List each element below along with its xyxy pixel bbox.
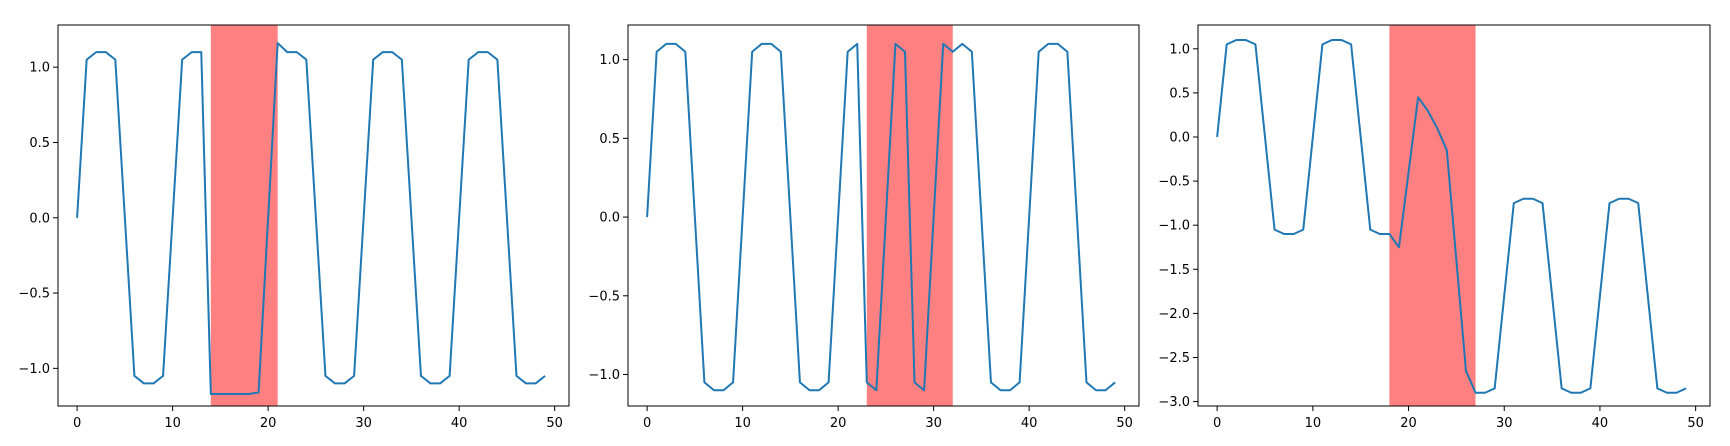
y-tick-label: 1.0 [1169, 42, 1190, 57]
y-tick-label: 0.0 [1169, 131, 1190, 146]
axes-frame [627, 24, 1140, 407]
highlight-region [210, 25, 278, 406]
y-tick-label: −0.5 [588, 289, 620, 304]
y-tick-label: 0.0 [599, 211, 620, 226]
x-tick-label: 40 [1021, 416, 1038, 431]
axes-frame [1197, 24, 1711, 407]
y-tick-label: −0.5 [18, 287, 50, 302]
y-tick-label: −1.0 [1158, 219, 1190, 234]
x-tick-label: 0 [1213, 416, 1221, 431]
x-tick-label: 40 [1592, 416, 1609, 431]
y-tick-label: 0.5 [599, 132, 620, 147]
y-tick-label: −1.0 [588, 368, 620, 383]
x-tick-label: 30 [925, 416, 942, 431]
y-tick-label: 0.5 [29, 136, 50, 151]
y-tick-label: −2.0 [1158, 307, 1190, 322]
series-line-1 [646, 42, 1116, 392]
x-tick-label: 10 [1305, 416, 1322, 431]
y-tick-label: 1.0 [29, 61, 50, 76]
y-tick-label: −0.5 [1158, 175, 1190, 190]
y-tick-label: −1.0 [18, 362, 50, 377]
x-tick-label: 50 [1687, 416, 1704, 431]
x-tick-label: 30 [1496, 416, 1513, 431]
chart-panel-3: 0 10 20 30 40 50 −3.0 −2.5 −2.0 −1.5 −1.0 −0.5 0.0 0.… [1158, 24, 1711, 431]
y-tick-label: −1.5 [1158, 263, 1190, 278]
x-tick-label: 20 [1400, 416, 1417, 431]
x-tick-label: 50 [1116, 416, 1133, 431]
y-tick-label: 0.5 [1169, 86, 1190, 101]
x-tick-label: 20 [260, 416, 277, 431]
x-tick-label: 20 [830, 416, 847, 431]
x-tick-label: 40 [451, 416, 468, 431]
chart-panel-1: 0 10 20 30 40 50 −1.0 −0.5 0.0 0.5 1.0 [18, 24, 570, 431]
series-line-1 [1216, 38, 1687, 394]
series-line-1 [76, 42, 546, 395]
y-tick-label: 0.0 [29, 211, 50, 226]
x-tick-label: 0 [643, 416, 651, 431]
x-tick-label: 10 [734, 416, 751, 431]
chart-panel-2: 0 10 20 30 40 50 −1.0 −0.5 0.0 0.5 1.0 [588, 24, 1140, 431]
x-tick-label: 30 [355, 416, 372, 431]
y-tick-label: 1.0 [599, 53, 620, 68]
x-tick-label: 10 [164, 416, 181, 431]
y-tick-label: −3.0 [1158, 395, 1190, 410]
x-tick-label: 0 [73, 416, 81, 431]
x-tick-label: 50 [546, 416, 563, 431]
axes-frame [57, 24, 570, 407]
y-tick-label: −2.5 [1158, 351, 1190, 366]
